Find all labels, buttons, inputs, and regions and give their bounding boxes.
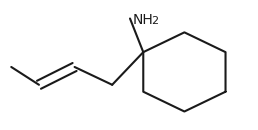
Text: NH: NH xyxy=(133,13,154,27)
Text: 2: 2 xyxy=(151,15,158,25)
